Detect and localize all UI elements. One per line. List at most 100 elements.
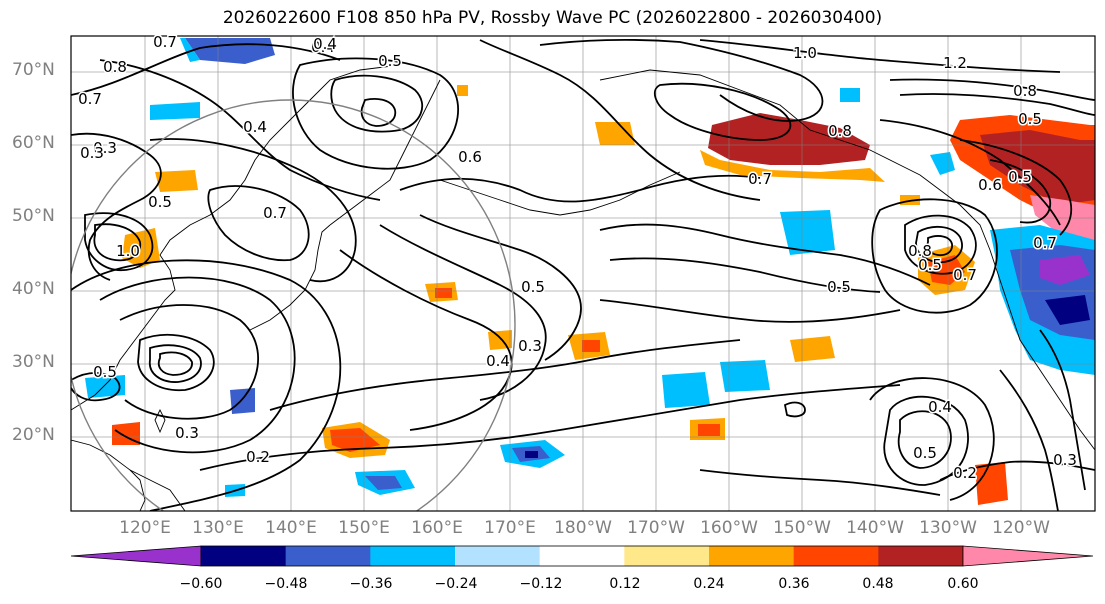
pv-contour (84, 212, 154, 271)
contour-label: 0.3 (93, 139, 117, 157)
japan-coast (249, 224, 331, 331)
colorbar-segment (539, 546, 625, 566)
colorbar-segment (201, 546, 287, 566)
neg-anomaly-fill (720, 360, 770, 392)
pv-contour (699, 39, 1061, 73)
contour-label: 0.7 (953, 266, 977, 284)
pos-anomaly-fill (1030, 195, 1095, 240)
pos-anomaly-fill (457, 85, 468, 96)
contour-label: 0.6 (978, 176, 1002, 194)
pos-anomaly-fill (708, 113, 870, 165)
colorbar-tick: 0.24 (693, 576, 725, 592)
pv-contour (999, 369, 1059, 511)
philippines (129, 469, 146, 511)
contour-label: 0.3 (175, 424, 199, 442)
pv-contour (869, 377, 995, 501)
pv-contour (1039, 329, 1086, 491)
pv-contour (119, 304, 260, 420)
lon-label: 160°E (411, 518, 463, 538)
pv-contour (783, 401, 806, 418)
map-frame (70, 35, 1096, 512)
lon-label: 160°W (700, 518, 758, 538)
pv-contour (883, 395, 969, 486)
colorbar-segment (285, 546, 371, 566)
pos-anomaly-fill (840, 88, 860, 102)
contour-label: 0.8 (908, 242, 932, 260)
neg-anomaly-fill (662, 372, 710, 408)
pv-contour (207, 185, 310, 262)
pv-contour (292, 57, 459, 170)
kuril-kamchatka (329, 79, 441, 226)
pv-contour (599, 223, 931, 286)
neg-anomaly-fill (525, 451, 538, 458)
pv-contour (879, 119, 1061, 226)
pv-contour (699, 469, 941, 496)
pv-contour (904, 214, 977, 275)
colorbar-extend-min (70, 545, 202, 567)
lon-label: 140°E (265, 518, 317, 538)
neg-anomaly-fill (85, 375, 125, 398)
contour-label: 0.5 (1008, 168, 1032, 186)
analysis-region-circle (71, 99, 516, 511)
contour-label: 0.5 (1018, 110, 1042, 128)
pos-anomaly-fill (435, 288, 452, 298)
colorbar-tick: −0.36 (349, 576, 393, 592)
pos-anomaly-fill (155, 170, 198, 192)
neg-anomaly-fill (930, 152, 955, 175)
lat-label: 50°N (12, 206, 55, 226)
lon-label: 120°E (119, 518, 171, 538)
contour-label: 0.3 (80, 144, 104, 162)
pv-contour (539, 38, 824, 122)
pos-anomaly-fill (980, 130, 1095, 205)
neg-anomaly-fill (1040, 255, 1090, 285)
pv-contour (93, 223, 142, 262)
alaska-coast (599, 69, 1095, 451)
contour-label: 0.3 (1053, 451, 1077, 469)
pv-contour (419, 214, 582, 361)
pos-anomaly-fill (488, 330, 512, 350)
neg-anomaly-fill (780, 210, 835, 255)
pv-contour (899, 93, 1095, 116)
colorbar-segment (370, 546, 456, 566)
pv-contour (939, 460, 1095, 481)
colorbar-tick: −0.24 (434, 576, 478, 592)
pv-contour (959, 139, 1073, 236)
pv-contour (889, 78, 1095, 101)
pos-anomaly-fill (975, 462, 1008, 505)
pv-contour (148, 344, 202, 383)
pos-anomaly-fill (595, 122, 635, 145)
lon-label: 130°W (919, 518, 977, 538)
lat-label: 70°N (12, 60, 55, 80)
colorbar-segment (624, 546, 710, 566)
colorbar-segment (709, 546, 795, 566)
pv-contour (897, 410, 952, 469)
pv-contour (599, 299, 901, 323)
neg-anomaly-fill (180, 38, 200, 62)
pv-contour (653, 82, 792, 141)
contour-label: 0.4 (928, 398, 952, 416)
contour-label: 0.7 (153, 33, 177, 51)
neg-anomaly-fill (1045, 295, 1090, 325)
colorbar-tick: −0.48 (264, 576, 308, 592)
contour-label: 0.7 (78, 90, 102, 108)
taiwan (154, 408, 166, 434)
pv-contour (915, 226, 963, 263)
pv-contour (71, 43, 341, 96)
colorbar-segments (200, 545, 964, 567)
aleutian-chain (439, 171, 681, 216)
neg-anomaly-fill (230, 388, 255, 414)
contour-label: 0.7 (263, 204, 287, 222)
pv-contours (71, 38, 1095, 511)
asia-coast (71, 64, 401, 411)
colorbar-tick: 0.48 (862, 576, 894, 592)
contour-label: 0.4 (311, 38, 335, 56)
lat-label: 30°N (12, 352, 55, 372)
lat-label: 20°N (12, 425, 55, 445)
colorbar-segment (793, 546, 879, 566)
contour-label: 1.0 (793, 44, 817, 62)
pv-contour (71, 259, 342, 511)
pv-contour (609, 257, 881, 293)
lon-label: 130°E (192, 518, 244, 538)
contour-label: 0.8 (103, 58, 127, 76)
